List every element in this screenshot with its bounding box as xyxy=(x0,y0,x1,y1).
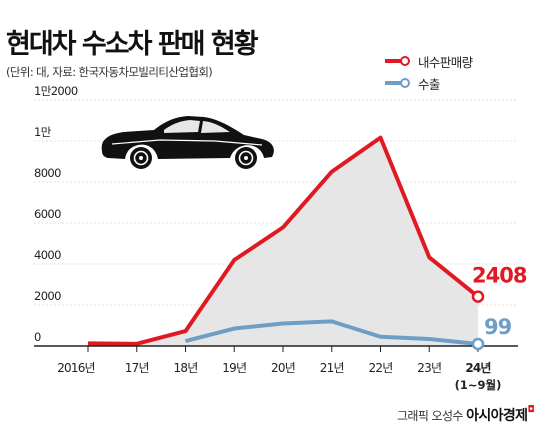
y-tick-label: 1만 xyxy=(34,125,52,139)
publisher-mark-icon: ◘ xyxy=(527,405,534,415)
x-tick-label: 22년 xyxy=(369,361,393,375)
y-tick-label: 1만2000 xyxy=(34,84,78,98)
chart-title: 현대차 수소차 판매 현황 xyxy=(6,29,259,60)
series-line-export xyxy=(185,319,479,346)
y-tick-label: 8000 xyxy=(34,166,61,180)
y-axis-ticks: 0 2000 4000 6000 8000 1만 1만2000 xyxy=(34,84,78,344)
y-tick-label: 6000 xyxy=(34,207,61,221)
legend-label-export: 수출 xyxy=(418,76,440,92)
x-tick-label: 24년 xyxy=(465,361,491,375)
credit-author: 그래픽 오성수 xyxy=(396,409,463,423)
legend-swatch-domestic-icon xyxy=(385,56,410,66)
x-tick-label: 2016년 xyxy=(57,361,95,375)
x-tick-label: 23년 xyxy=(417,361,441,375)
publisher-logo: 아시아경제 xyxy=(466,408,528,424)
legend-item-export: 수출 xyxy=(384,72,473,94)
y-tick-label: 2000 xyxy=(34,289,61,303)
end-point-domestic xyxy=(471,290,485,303)
x-tick-label: 19년 xyxy=(222,361,246,375)
series-line-domestic xyxy=(87,135,480,346)
car-icon xyxy=(101,116,274,169)
end-label-export: 99 xyxy=(484,315,512,339)
legend-swatch-export-icon xyxy=(385,78,410,88)
x-tick-label: 21년 xyxy=(320,361,344,375)
end-label-domestic: 2408 xyxy=(472,264,527,288)
x-tick-label: 17년 xyxy=(125,361,149,375)
chart-subtitle: (단위: 대, 자료: 한국자동차모빌리티산업협회) xyxy=(6,65,213,79)
credit: 그래픽 오성수 아시아경제◘ xyxy=(396,405,535,425)
x-tick-label: 20년 xyxy=(271,361,295,375)
data-points xyxy=(471,290,485,351)
x-axis-ticks: 2016년 17년 18년 19년 20년 21년 22년 23년 24년 (1~9월) xyxy=(57,346,501,392)
y-tick-label: 0 xyxy=(34,330,41,344)
legend: 내수판매량 수출 xyxy=(384,50,473,94)
x-tick-note: (1~9월) xyxy=(455,378,502,392)
end-point-export xyxy=(471,337,485,351)
domestic-area-fill xyxy=(88,137,478,346)
y-tick-label: 4000 xyxy=(34,248,61,262)
x-tick-label: 18년 xyxy=(174,361,198,375)
legend-label-domestic: 내수판매량 xyxy=(418,54,473,70)
legend-item-domestic: 내수판매량 xyxy=(384,50,473,72)
